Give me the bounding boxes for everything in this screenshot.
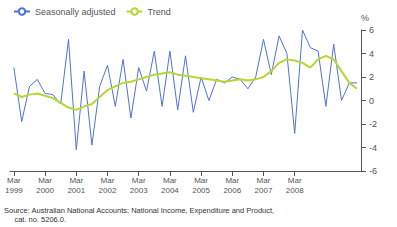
svg-text:Seasonally adjusted: Seasonally adjusted [35, 7, 116, 17]
svg-text:Trend: Trend [148, 7, 171, 17]
svg-text:4: 4 [369, 49, 374, 59]
svg-text:0: 0 [369, 96, 374, 106]
svg-text:2: 2 [369, 72, 374, 82]
svg-text:-2: -2 [369, 119, 377, 129]
svg-text:Mar: Mar [7, 176, 21, 185]
svg-text:2000: 2000 [36, 186, 54, 195]
svg-text:2004: 2004 [161, 186, 179, 195]
svg-text:Mar: Mar [257, 176, 271, 185]
svg-text:Source: Australian National Ac: Source: Australian National Accounts: Na… [4, 206, 274, 215]
svg-text:Mar: Mar [101, 176, 115, 185]
svg-text:2005: 2005 [192, 186, 210, 195]
svg-text:2001: 2001 [67, 186, 85, 195]
svg-text:6: 6 [369, 25, 374, 35]
svg-text:-4: -4 [369, 143, 377, 153]
svg-text:2006: 2006 [223, 186, 241, 195]
svg-text:Mar: Mar [288, 176, 302, 185]
svg-text:Mar: Mar [69, 176, 83, 185]
svg-text:Mar: Mar [225, 176, 239, 185]
svg-text:Mar: Mar [38, 176, 52, 185]
svg-text:2003: 2003 [130, 186, 148, 195]
svg-text:-6: -6 [369, 166, 377, 176]
svg-text:%: % [361, 13, 369, 23]
svg-text:2007: 2007 [255, 186, 273, 195]
svg-text:2002: 2002 [99, 186, 117, 195]
svg-text:Mar: Mar [194, 176, 208, 185]
svg-text:2008: 2008 [286, 186, 304, 195]
svg-text:Mar: Mar [132, 176, 146, 185]
svg-text:Mar: Mar [163, 176, 177, 185]
svg-text:1999: 1999 [5, 186, 23, 195]
svg-text:cat. no. 5206.0.: cat. no. 5206.0. [4, 215, 66, 224]
